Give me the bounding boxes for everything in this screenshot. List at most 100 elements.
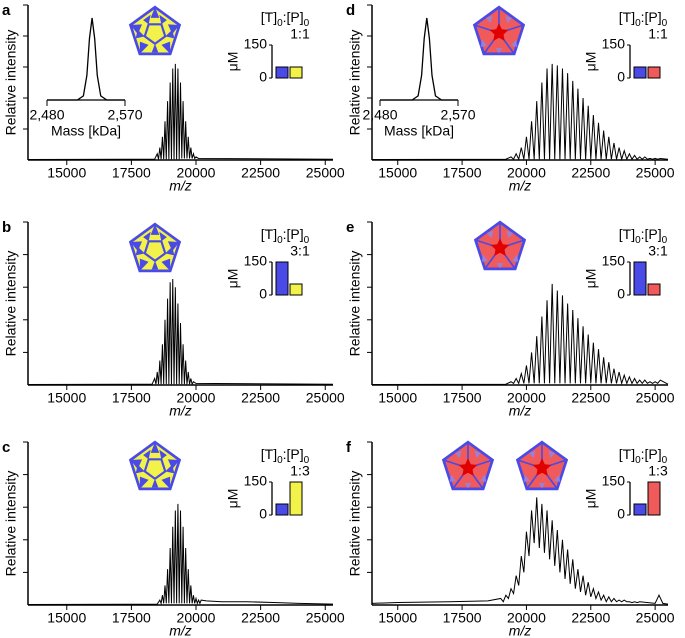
ratio-label: 1:3 — [290, 463, 310, 479]
x-tick-label: 15000 — [378, 610, 417, 626]
ratio-label: 1:1 — [648, 26, 668, 42]
spectrum — [27, 63, 334, 161]
y-axis-label: Relative intensity — [3, 30, 19, 136]
ratio-bar — [275, 66, 289, 79]
x-axis-label: m/z — [509, 403, 532, 419]
ratio-tick-label: 150 — [244, 473, 268, 489]
y-axis-label: Relative intensity — [347, 30, 363, 136]
x-tick-label: 20000 — [177, 390, 216, 406]
ratio-tick-label: 0 — [617, 286, 625, 302]
x-tick-label: 15000 — [47, 165, 86, 181]
spectrum — [27, 503, 334, 606]
inset-axis-label: Mass [kDa] — [384, 123, 454, 139]
ratio-title-subscript: 0 — [304, 235, 310, 246]
ratio-title-part: :[P] — [641, 446, 662, 462]
panel-label: e — [346, 219, 354, 236]
x-tick-label: 15000 — [47, 610, 86, 626]
x-axis-label: m/z — [509, 178, 532, 194]
ratio-title-part: [T] — [261, 446, 277, 462]
ratio-tick-label: 150 — [602, 253, 626, 269]
x-tick-label: 25000 — [306, 390, 345, 406]
x-tick-label: 22500 — [241, 165, 280, 181]
ratio-bar — [633, 261, 647, 296]
inset-tick-label: 2,480 — [362, 107, 397, 123]
x-axis-label: m/z — [169, 403, 192, 419]
ratio-title: [T]0:[P]0 — [261, 226, 310, 246]
ratio-y-label: μM — [583, 269, 599, 289]
ratio-title: [T]0:[P]0 — [619, 226, 668, 246]
x-tick-label: 17500 — [112, 390, 151, 406]
x-tick-label: 17500 — [112, 610, 151, 626]
ratio-bar — [289, 283, 303, 296]
ratio-bar — [289, 481, 303, 516]
spectrum — [27, 279, 334, 386]
ratio-title-subscript: 0 — [635, 235, 641, 246]
ratio-tick-label: 0 — [259, 69, 267, 85]
x-tick-label: 20000 — [507, 165, 546, 181]
panel-label: b — [2, 219, 11, 236]
ratio-title: [T]0:[P]0 — [619, 446, 668, 466]
spectrum — [371, 497, 669, 605]
ratio-bar — [275, 261, 289, 296]
assembly-icon — [442, 440, 494, 491]
x-tick-label: 15000 — [47, 390, 86, 406]
ratio-title-subscript: 0 — [662, 235, 668, 246]
ratio-title-subscript: 0 — [635, 18, 641, 29]
x-tick-label: 20000 — [177, 165, 216, 181]
x-tick-label: 20000 — [177, 610, 216, 626]
ratio-title-part: [T] — [261, 9, 277, 25]
x-tick-label: 17500 — [443, 165, 482, 181]
ratio-bar — [633, 66, 647, 79]
ratio-y-label: μM — [225, 52, 241, 72]
x-tick-label: 15000 — [378, 390, 417, 406]
ratio-tick-label: 150 — [602, 36, 626, 52]
assembly-icon — [473, 5, 525, 56]
y-axis-label: Relative intensity — [3, 251, 19, 357]
x-tick-label: 25000 — [636, 610, 675, 626]
ratio-bar — [289, 66, 303, 79]
ratio-bar — [647, 66, 661, 79]
x-tick-label: 15000 — [378, 165, 417, 181]
ratio-title-part: :[P] — [283, 446, 304, 462]
ratio-title-subscript: 0 — [277, 235, 283, 246]
ratio-label: 1:1 — [290, 26, 310, 42]
ratio-tick-label: 150 — [602, 473, 626, 489]
x-tick-label: 22500 — [571, 610, 610, 626]
mass-peak — [380, 17, 458, 101]
x-axis-label: m/z — [169, 623, 192, 638]
ratio-title-subscript: 0 — [277, 18, 283, 29]
ratio-tick-label: 0 — [617, 69, 625, 85]
ratio-tick-label: 0 — [617, 506, 625, 522]
x-tick-label: 17500 — [443, 610, 482, 626]
ratio-bar — [633, 503, 647, 516]
ratio-title: [T]0:[P]0 — [261, 9, 310, 29]
ratio-y-label: μM — [583, 489, 599, 509]
assembly-icon — [129, 5, 181, 56]
mass-peak — [47, 17, 125, 101]
ratio-title-part: [T] — [619, 9, 635, 25]
ratio-label: 1:3 — [648, 463, 668, 479]
x-tick-label: 17500 — [443, 390, 482, 406]
x-tick-label: 25000 — [636, 390, 675, 406]
inset-tick-label: 2,570 — [107, 107, 142, 123]
x-tick-label: 17500 — [112, 165, 151, 181]
x-tick-label: 25000 — [306, 165, 345, 181]
x-axis-label: m/z — [509, 623, 532, 638]
x-tick-label: 22500 — [571, 165, 610, 181]
inset-tick-label: 2,480 — [29, 107, 64, 123]
ratio-title-subscript: 0 — [277, 455, 283, 466]
panel-label: c — [2, 439, 10, 456]
spectrum — [371, 283, 669, 386]
ratio-title-subscript: 0 — [635, 455, 641, 466]
ratio-title-part: [T] — [261, 226, 277, 242]
ratio-label: 3:1 — [290, 243, 310, 259]
ratio-label: 3:1 — [648, 243, 668, 259]
y-axis-label: Relative intensity — [347, 251, 363, 357]
x-tick-label: 25000 — [636, 165, 675, 181]
spectrum — [371, 63, 669, 162]
x-tick-label: 25000 — [306, 610, 345, 626]
inset-tick-label: 2,570 — [440, 107, 475, 123]
ratio-title: [T]0:[P]0 — [261, 446, 310, 466]
y-axis-label: Relative intensity — [347, 471, 363, 577]
